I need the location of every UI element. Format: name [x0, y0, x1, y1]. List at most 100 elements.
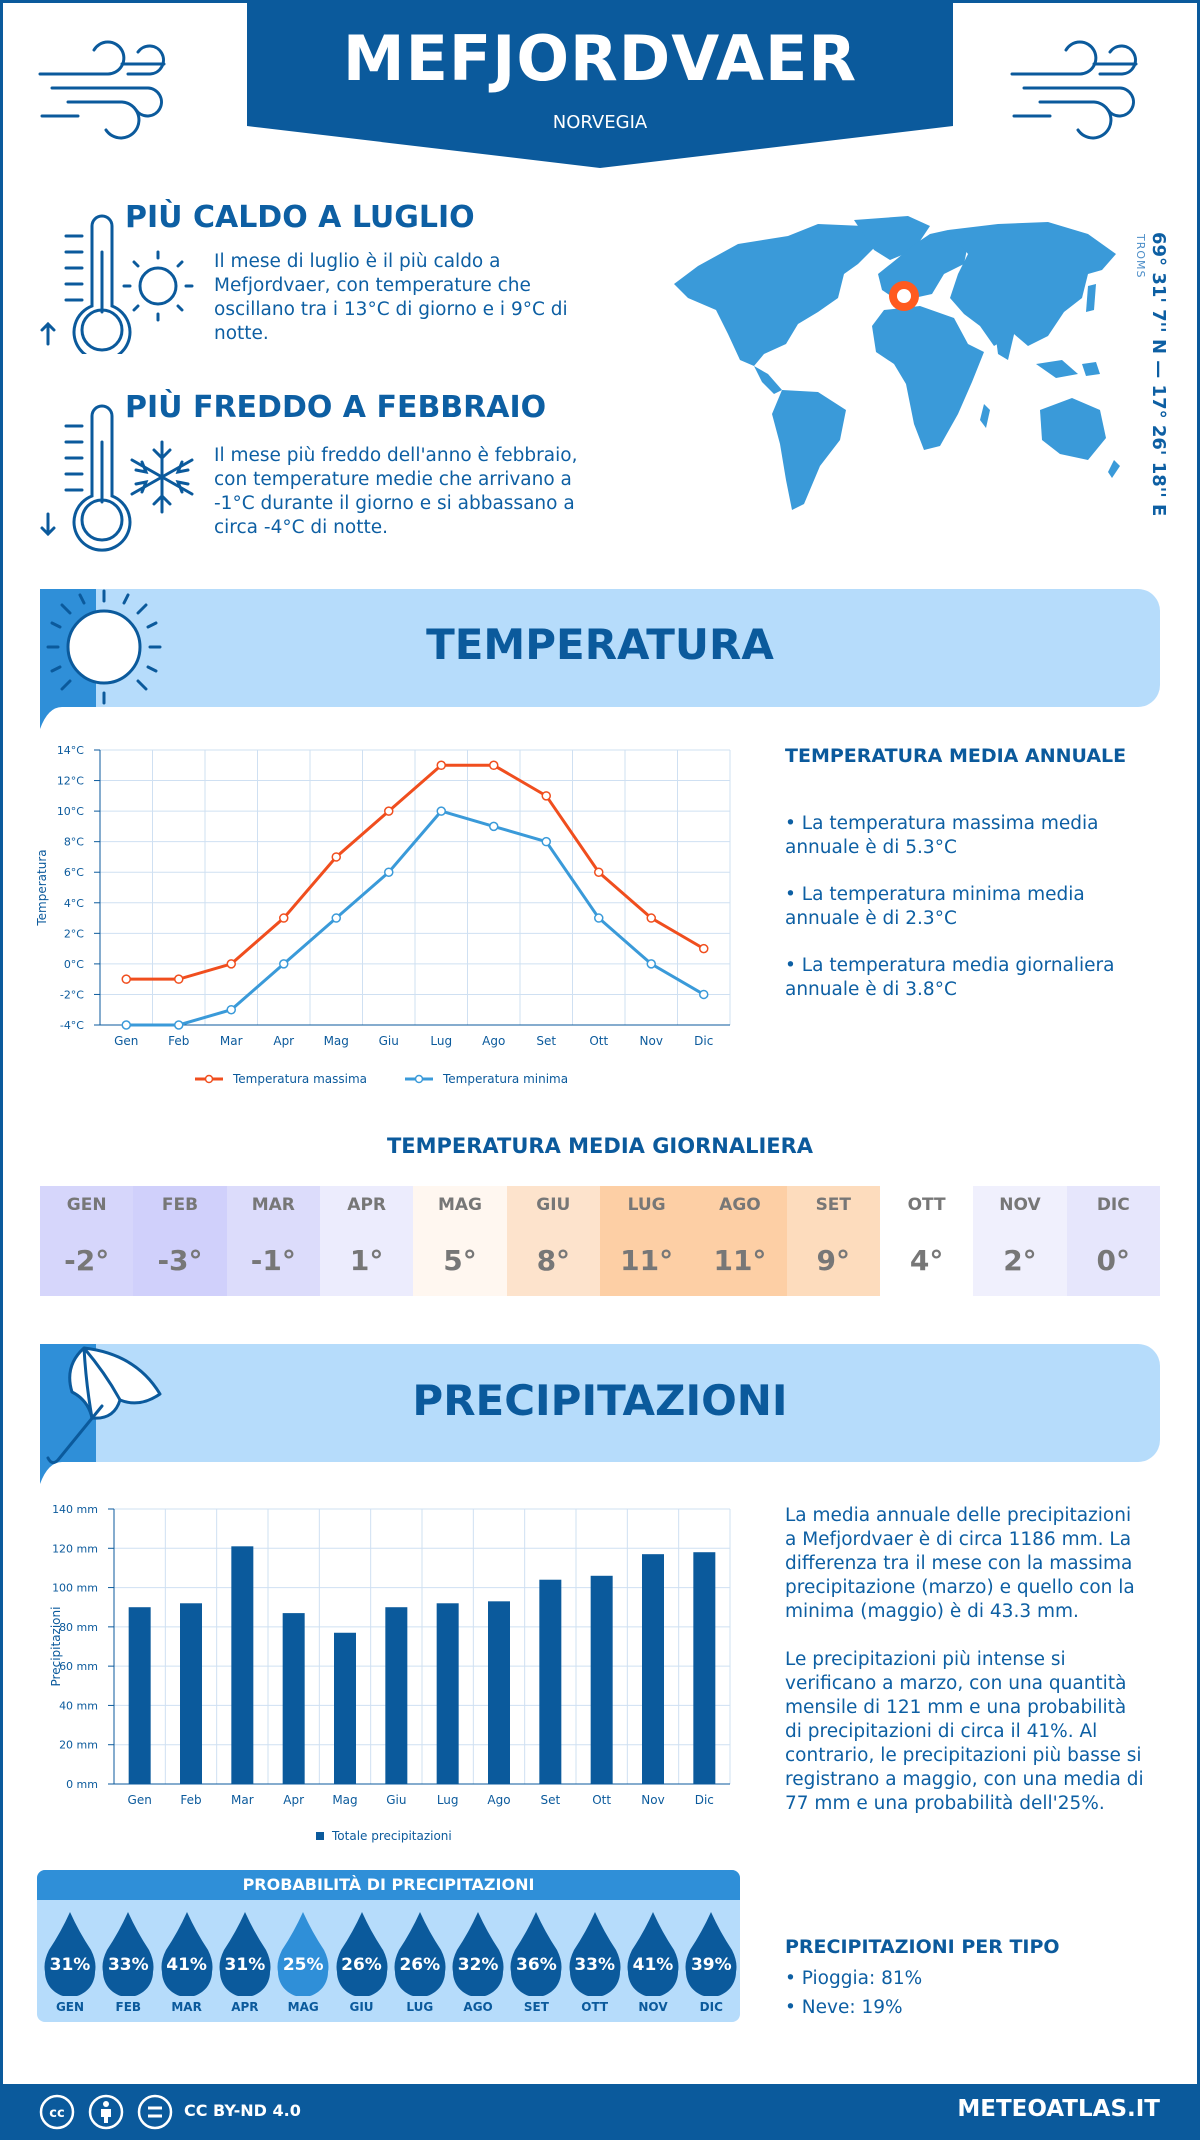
y-tick-label: -4°C — [60, 1019, 84, 1032]
y-tick-label: 40 mm — [59, 1699, 98, 1712]
legend-marker — [204, 1074, 214, 1084]
temperature-banner — [40, 589, 1160, 707]
daily-col-ott: OTT 4° — [879, 1186, 974, 1296]
series-line — [126, 809, 705, 1027]
probability-drop: 33% OTT — [568, 1910, 626, 2014]
license-icons: cc — [39, 2094, 173, 2130]
daily-month: FEB — [161, 1195, 199, 1215]
probability-drop: 31% APR — [218, 1910, 276, 2014]
daily-value: 8° — [536, 1243, 571, 1277]
probability-month: GEN — [55, 2000, 85, 2014]
bar — [539, 1579, 562, 1784]
legend-swatch — [316, 1832, 324, 1840]
bar — [693, 1552, 716, 1784]
probability-month: APR — [231, 2000, 259, 2014]
footer-bar — [0, 2084, 1200, 2140]
data-point — [226, 959, 236, 969]
svg-text:cc: cc — [49, 2106, 64, 2121]
legend-label: Totale precipitazioni — [331, 1829, 452, 1843]
probability-value: 26% — [341, 1955, 382, 1975]
x-tick-label: Ago — [482, 1034, 505, 1048]
bar — [436, 1603, 459, 1784]
daily-col-lug: LUG 11° — [599, 1186, 694, 1296]
data-point — [121, 974, 131, 984]
data-point — [594, 913, 604, 923]
probability-month: FEB — [115, 2000, 142, 2014]
data-point — [594, 867, 604, 877]
data-point — [279, 959, 289, 969]
probability-drop: 41% MAR — [160, 1910, 218, 2014]
probability-drop: 31% GEN — [43, 1910, 101, 2014]
daily-month: APR — [347, 1195, 386, 1215]
bar — [180, 1603, 202, 1784]
y-tick-label: 120 mm — [52, 1542, 98, 1555]
raindrop-icon — [336, 1912, 387, 1997]
probability-drop: 39% DIC — [684, 1910, 740, 2014]
brand-link[interactable]: METEOATLAS.IT — [957, 2096, 1160, 2122]
data-point — [489, 760, 499, 771]
raindrop-icon — [219, 1912, 271, 1997]
daily-col-apr: APR 1° — [319, 1186, 414, 1296]
data-point — [646, 959, 656, 969]
x-tick-label: Ott — [592, 1793, 611, 1807]
daily-col-giu: GIU 8° — [506, 1186, 600, 1296]
y-tick-label: 12°C — [57, 775, 84, 788]
daily-col-feb: FEB -3° — [133, 1186, 227, 1296]
probability-value: 39% — [690, 1955, 732, 1975]
page-title: MEFJORDVAER — [342, 22, 858, 95]
probability-drop: 26% GIU — [335, 1910, 393, 2014]
daily-value: 4° — [909, 1243, 944, 1277]
probability-value: 36% — [516, 1955, 557, 1975]
precip-summary-text: La media annuale delle precipitazioni a … — [785, 1505, 1135, 1622]
daily-col-mar: MAR -1° — [226, 1186, 320, 1296]
x-tick-label: Dic — [694, 1034, 713, 1048]
probability-drop: 25% MAG — [276, 1910, 334, 2014]
daily-value: 5° — [443, 1243, 477, 1277]
daily-month: SET — [815, 1195, 852, 1215]
snow-share: • Neve: 19% — [785, 1997, 903, 2018]
raindrop-icon — [161, 1912, 213, 1997]
data-point — [541, 836, 551, 847]
raindrop-icon — [569, 1912, 621, 1997]
data-point — [279, 913, 289, 923]
data-point — [489, 821, 499, 832]
probability-month: OTT — [581, 2000, 609, 2014]
annual-min-text: • La temperatura minima media annuale è … — [785, 884, 1085, 929]
data-point — [646, 913, 656, 923]
x-tick-label: Giu — [379, 1034, 399, 1048]
y-tick-label: 2°C — [64, 927, 84, 940]
data-point — [436, 760, 446, 771]
coordinates: 69° 31' 7'' N — 17° 26' 18'' E — [1148, 232, 1169, 517]
y-tick-label: 100 mm — [52, 1582, 98, 1595]
world-map — [674, 216, 1120, 510]
raindrop-icon — [685, 1912, 737, 1997]
probability-value: 31% — [49, 1955, 91, 1975]
y-axis-label: Temperatura — [35, 849, 49, 926]
x-tick-label: Apr — [273, 1034, 294, 1048]
probability-value: 32% — [457, 1955, 499, 1975]
thermometer-cold-icon — [40, 404, 194, 552]
daily-value: 2° — [1003, 1243, 1037, 1277]
daily-month: MAR — [251, 1195, 295, 1215]
daily-month: DIC — [1096, 1195, 1130, 1215]
raindrop-icon — [627, 1912, 679, 1997]
daily-col-set: SET 9° — [786, 1186, 880, 1296]
probability-month: MAG — [287, 2000, 319, 2014]
data-point — [699, 943, 709, 954]
x-tick-label: Nov — [641, 1793, 664, 1807]
bar — [590, 1575, 613, 1784]
precip-probability-box: PROBABILITÀ DI PRECIPITAZIONI 31% GEN 33%… — [37, 1870, 740, 2022]
daily-value: 11° — [620, 1243, 674, 1277]
probability-drop: 36% SET — [509, 1910, 567, 2014]
daily-temp-table: GEN -2° FEB -3° MAR -1° APR 1° MAG 5° GIU 8° L… — [40, 1186, 1160, 1296]
x-tick-label: Ott — [589, 1034, 608, 1048]
daily-value: 9° — [816, 1243, 851, 1277]
wind-icon — [1010, 40, 1138, 140]
annual-avg-text: • La temperatura media giornaliera annua… — [785, 955, 1115, 1000]
y-tick-label: 140 mm — [52, 1503, 98, 1516]
daily-temp-heading: TEMPERATURA MEDIA GIORNALIERA — [386, 1134, 814, 1158]
y-tick-label: 4°C — [64, 897, 84, 910]
warmest-text: Il mese di luglio è il più caldo a Mefjo… — [214, 251, 568, 344]
legend-label: Temperatura massima — [232, 1072, 367, 1086]
probability-month: LUG — [406, 2000, 434, 2014]
